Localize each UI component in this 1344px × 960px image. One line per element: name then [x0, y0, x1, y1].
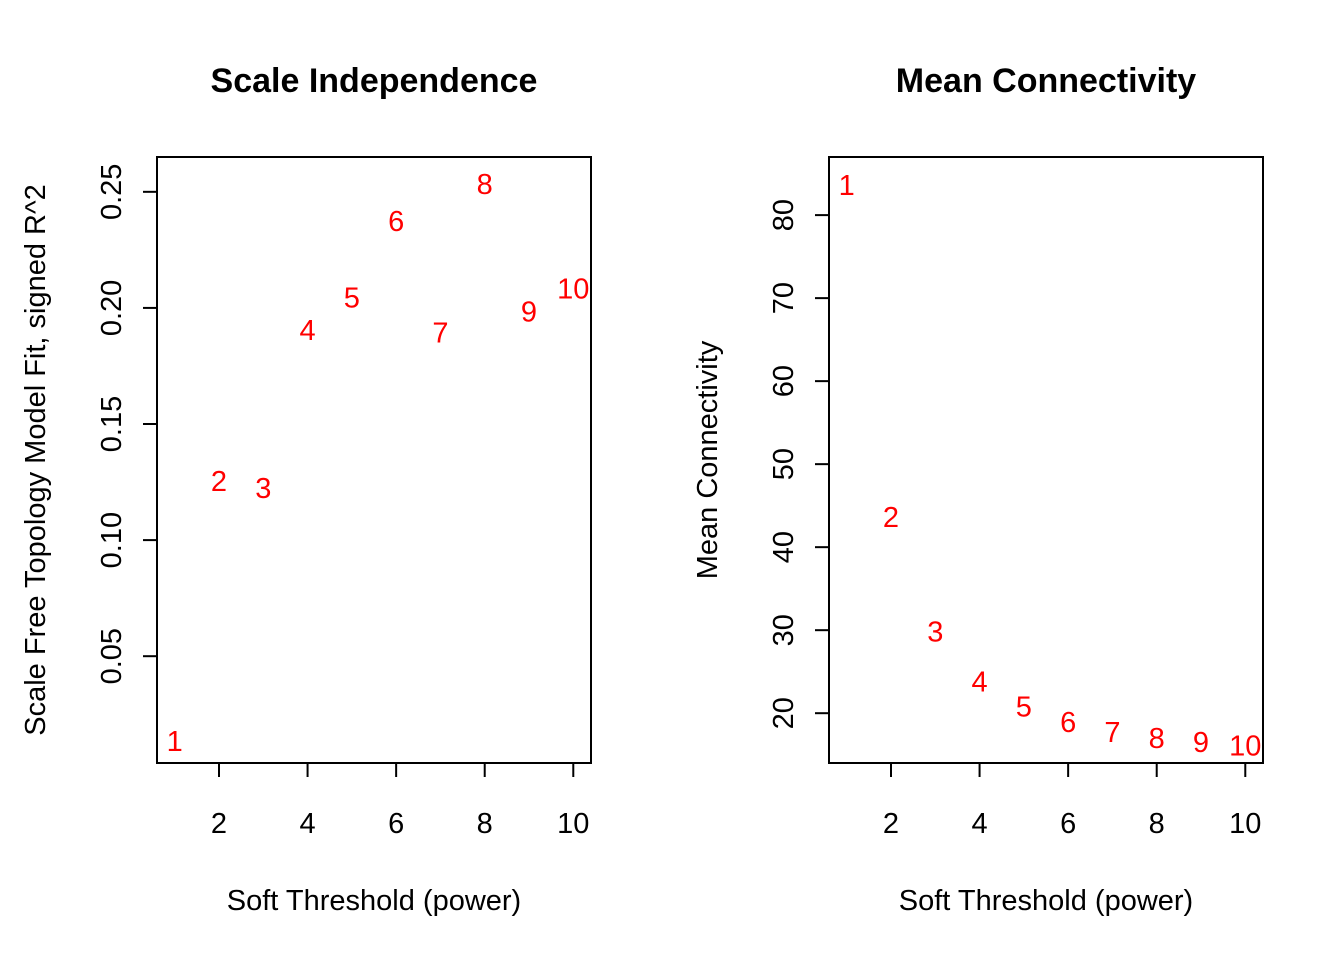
plot-frame: [156, 156, 592, 764]
x-tick-label: 6: [388, 808, 404, 840]
data-point: 10: [557, 273, 589, 305]
y-tick-label: 0.20: [96, 280, 128, 336]
x-tick-label: 8: [1149, 808, 1165, 840]
data-point: 4: [300, 315, 316, 347]
x-tick-label: 4: [972, 808, 988, 840]
x-axis-label: Soft Threshold (power): [227, 885, 521, 917]
x-tick-label: 10: [557, 808, 589, 840]
data-point: 7: [432, 317, 448, 349]
x-tick-label: 2: [211, 808, 227, 840]
y-tick-label: 0.15: [96, 396, 128, 452]
data-point: 2: [211, 466, 227, 498]
panel-1: Scale Independence 2 4 6 8 10 0.05 0.10 0.15 0.20…: [20, 62, 592, 917]
data-point: 5: [1016, 691, 1032, 723]
data-point: 10: [1229, 730, 1261, 762]
y-tick-label: 30: [768, 614, 800, 646]
data-point: 8: [1149, 723, 1165, 755]
y-tick-label: 0.25: [96, 164, 128, 220]
data-point: 6: [388, 206, 404, 238]
y-tick-label: 0.10: [96, 512, 128, 568]
chart-title: Scale Independence: [211, 62, 538, 100]
x-tick-label: 2: [883, 808, 899, 840]
x-tick-label: 6: [1060, 808, 1076, 840]
y-tick-label: 40: [768, 531, 800, 563]
data-point: 3: [255, 473, 271, 505]
data-point: 9: [521, 297, 537, 329]
y-tick-label: 80: [768, 199, 800, 231]
data-point: 1: [839, 170, 855, 202]
y-axis-label: Mean Connectivity: [692, 340, 724, 579]
data-point: 3: [927, 617, 943, 649]
x-tick-label: 8: [477, 808, 493, 840]
data-point: 7: [1104, 717, 1120, 749]
y-tick-label: 20: [768, 697, 800, 729]
y-tick-label: 60: [768, 365, 800, 397]
x-tick-label: 10: [1229, 808, 1261, 840]
data-point: 1: [167, 726, 183, 758]
data-point: 4: [972, 666, 988, 698]
y-tick-label: 50: [768, 448, 800, 480]
x-tick-label: 4: [300, 808, 316, 840]
panel-2: Mean Connectivity 2 4 6 8 10 20 30 40 50 60 70 80 Sof…: [692, 62, 1264, 917]
data-point: 2: [883, 502, 899, 534]
data-point: 8: [477, 169, 493, 201]
y-tick-label: 70: [768, 282, 800, 314]
data-point: 6: [1060, 707, 1076, 739]
chart-title: Mean Connectivity: [896, 62, 1196, 100]
y-tick-label: 0.05: [96, 628, 128, 684]
x-axis-label: Soft Threshold (power): [899, 885, 1193, 917]
plot-frame: [828, 156, 1264, 764]
data-point: 9: [1193, 727, 1209, 759]
y-axis-label: Scale Free Topology Model Fit, signed R^…: [20, 184, 52, 735]
data-point: 5: [344, 283, 360, 315]
